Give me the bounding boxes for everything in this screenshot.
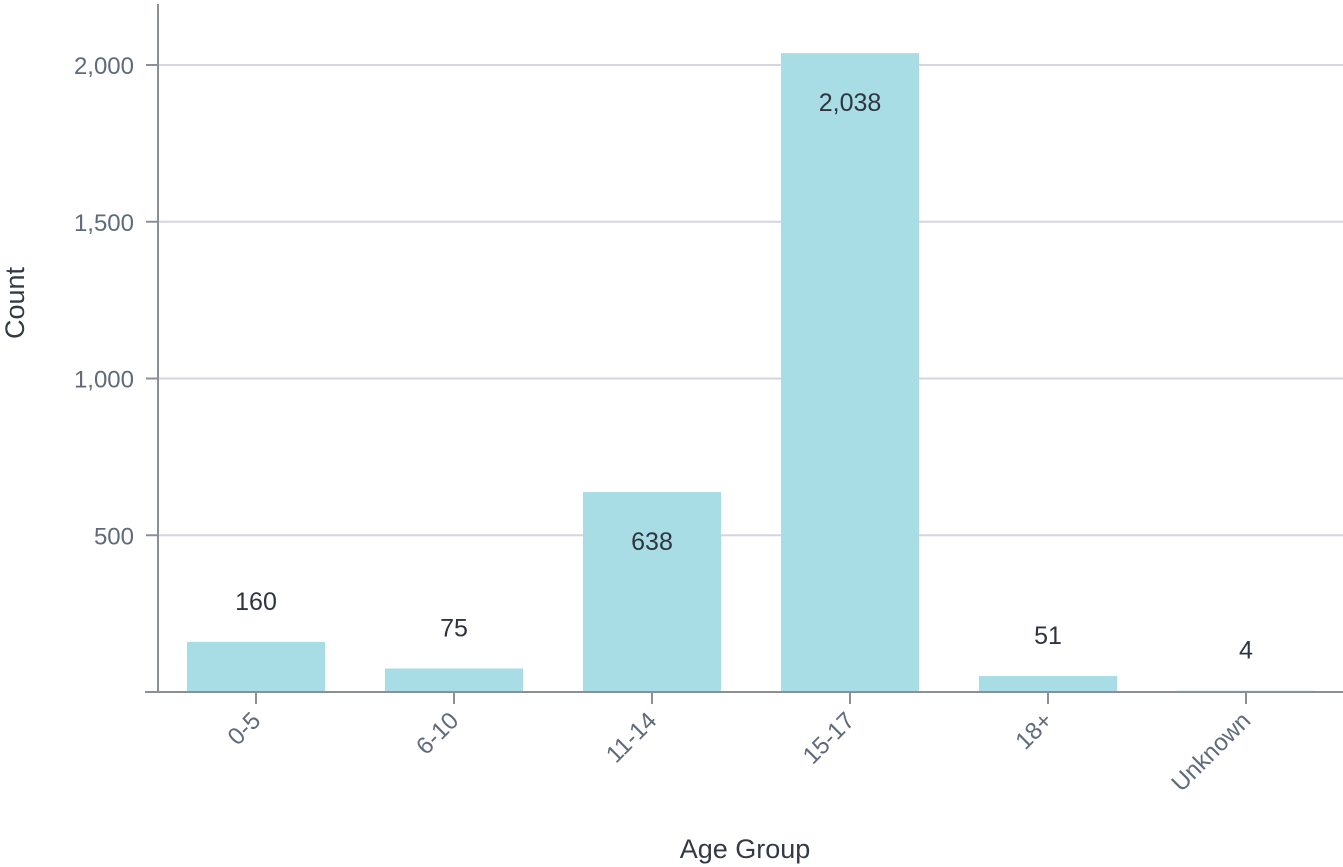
x-tick-label: 0-5 — [223, 707, 267, 751]
data-labels: 160 75 638 2,038 51 4 — [235, 89, 1253, 665]
y-tick-label: 2,000 — [74, 53, 134, 80]
bars — [187, 53, 1315, 693]
bar-15-17 — [781, 53, 919, 693]
y-tick-label: 1,000 — [74, 367, 134, 394]
data-label: 2,038 — [819, 89, 882, 117]
data-label: 75 — [440, 614, 468, 642]
x-tick-label: 11-14 — [601, 707, 662, 768]
x-ticks: 0-5 6-10 11-14 15-17 18+ Unknown — [223, 692, 1256, 797]
axes — [145, 4, 1343, 693]
data-label: 160 — [235, 588, 277, 616]
x-axis-title: Age Group — [680, 834, 811, 864]
y-tick-label: 1,500 — [74, 210, 134, 237]
x-tick-label: 18+ — [1010, 707, 1058, 755]
bar-18- — [979, 676, 1117, 692]
gridlines — [158, 64, 1343, 537]
x-tick-label: 6-10 — [411, 707, 464, 760]
x-tick-label: Unknown — [1166, 707, 1256, 797]
data-label: 638 — [631, 528, 673, 556]
bar-0-5 — [187, 641, 325, 692]
y-tick-label: 500 — [94, 523, 134, 550]
y-axis-title: Count — [0, 266, 30, 339]
bar-11-14 — [583, 491, 721, 692]
x-tick-label: 15-17 — [798, 707, 861, 770]
data-label: 51 — [1034, 622, 1062, 650]
bar-6-10 — [385, 668, 523, 692]
data-label: 4 — [1239, 637, 1253, 665]
y-ticks: 500 1,000 1,500 2,000 — [74, 53, 158, 550]
